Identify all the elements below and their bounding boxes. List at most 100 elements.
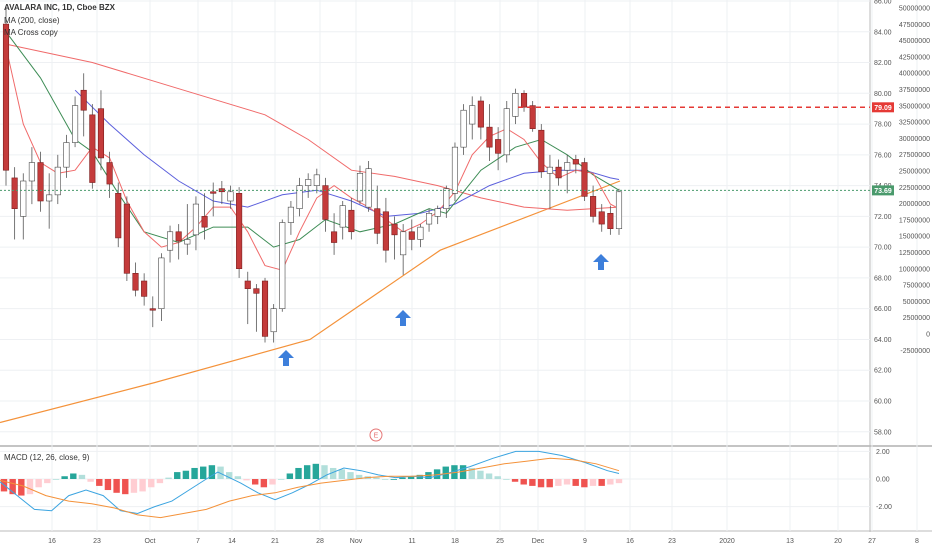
macd-label[interactable]: MACD (12, 26, close, 9) xyxy=(4,453,90,462)
volume-axis-label: 22500000 xyxy=(899,185,930,192)
candle[interactable] xyxy=(460,109,467,148)
candle[interactable] xyxy=(192,203,199,236)
candle[interactable] xyxy=(106,162,113,185)
candle[interactable] xyxy=(244,280,251,289)
candle[interactable] xyxy=(520,93,528,108)
candle[interactable] xyxy=(356,173,364,202)
candle[interactable] xyxy=(63,142,70,168)
x-tick-label: 7 xyxy=(196,538,200,545)
volume-axis-label: 35000000 xyxy=(899,103,930,110)
candle[interactable] xyxy=(201,216,208,228)
candle[interactable] xyxy=(495,139,502,154)
candle[interactable] xyxy=(46,194,53,202)
macd-axis-label: -2.00 xyxy=(876,504,892,511)
candle[interactable] xyxy=(598,211,605,225)
macd-axis-label: 2.00 xyxy=(876,449,890,456)
volume-axis-label: 37500000 xyxy=(899,87,930,94)
candle[interactable] xyxy=(348,209,355,233)
x-tick-label: 27 xyxy=(868,538,876,545)
candle[interactable] xyxy=(253,288,260,294)
candle[interactable] xyxy=(28,162,35,182)
candle[interactable] xyxy=(296,185,303,209)
macd-histogram-bar xyxy=(96,479,103,486)
candle[interactable] xyxy=(313,174,320,186)
candle[interactable] xyxy=(115,193,122,239)
candle[interactable] xyxy=(89,114,96,183)
x-tick-label: 23 xyxy=(668,538,676,545)
candle[interactable] xyxy=(261,280,269,337)
candle[interactable] xyxy=(486,126,493,148)
candle[interactable] xyxy=(149,308,156,311)
macd-histogram-bar xyxy=(130,479,138,493)
candle[interactable] xyxy=(279,222,286,309)
study-ma-cross-label[interactable]: MA Cross copy xyxy=(4,28,58,37)
candle[interactable] xyxy=(287,206,294,223)
candle[interactable] xyxy=(227,191,234,202)
candle[interactable] xyxy=(322,185,329,220)
candle[interactable] xyxy=(2,23,10,171)
candle[interactable] xyxy=(365,168,372,208)
earnings-marker[interactable] xyxy=(369,428,383,442)
candle[interactable] xyxy=(434,208,441,217)
candle[interactable] xyxy=(451,146,459,194)
candle[interactable] xyxy=(469,105,476,125)
candle[interactable] xyxy=(607,213,614,229)
candle[interactable] xyxy=(564,162,571,171)
macd-histogram-bar xyxy=(251,479,259,485)
candle[interactable] xyxy=(97,108,105,159)
candle[interactable] xyxy=(555,166,562,179)
candle[interactable] xyxy=(538,129,545,173)
candle[interactable] xyxy=(572,159,579,165)
candle[interactable] xyxy=(166,231,174,251)
x-tick-label: 16 xyxy=(626,538,634,545)
candle[interactable] xyxy=(590,196,597,217)
study-ma200-label[interactable]: MA (200, close) xyxy=(4,16,60,25)
candle[interactable] xyxy=(236,193,243,269)
candle[interactable] xyxy=(11,177,18,209)
candle[interactable] xyxy=(37,162,44,202)
candle[interactable] xyxy=(400,231,407,256)
candle[interactable] xyxy=(503,108,510,156)
price-axis-label: 64.00 xyxy=(874,337,892,344)
candle[interactable] xyxy=(331,231,338,243)
candle[interactable] xyxy=(546,166,553,174)
candle[interactable] xyxy=(80,89,87,111)
candle[interactable] xyxy=(512,93,519,117)
candle[interactable] xyxy=(339,205,346,228)
resistance-price-text: 79.09 xyxy=(874,105,892,112)
candle[interactable] xyxy=(581,162,588,197)
macd-histogram-bar xyxy=(381,479,389,480)
volume-axis-label: 12500000 xyxy=(899,250,930,257)
candle[interactable] xyxy=(374,208,381,234)
chart-title: AVALARA INC, 1D, Cboe BZX xyxy=(4,3,115,12)
candle[interactable] xyxy=(175,231,182,242)
ma-fast-line xyxy=(5,47,620,271)
x-tick-label: Oct xyxy=(145,538,156,545)
candle[interactable] xyxy=(417,226,424,240)
candle[interactable] xyxy=(615,191,623,229)
candle[interactable] xyxy=(184,239,191,245)
candle[interactable] xyxy=(382,211,389,251)
macd-histogram-bar xyxy=(35,479,42,488)
candle[interactable] xyxy=(54,166,61,196)
volume-axis-label: 5000000 xyxy=(903,299,930,306)
candle[interactable] xyxy=(305,179,312,186)
candle[interactable] xyxy=(529,105,536,129)
candle[interactable] xyxy=(123,203,130,274)
candle[interactable] xyxy=(426,213,433,225)
current-price-tag xyxy=(872,185,894,196)
candle[interactable] xyxy=(141,280,148,297)
macd-histogram-bar xyxy=(399,477,406,479)
candle[interactable] xyxy=(477,100,484,128)
candle[interactable] xyxy=(132,273,139,291)
candle[interactable] xyxy=(408,231,415,240)
candle[interactable] xyxy=(270,308,277,333)
candle[interactable] xyxy=(158,257,165,309)
candle[interactable] xyxy=(443,188,450,209)
candle[interactable] xyxy=(72,105,79,143)
candle[interactable] xyxy=(210,191,217,194)
candle[interactable] xyxy=(20,180,27,217)
candle[interactable] xyxy=(391,223,398,236)
macd-histogram-bar xyxy=(277,479,285,480)
